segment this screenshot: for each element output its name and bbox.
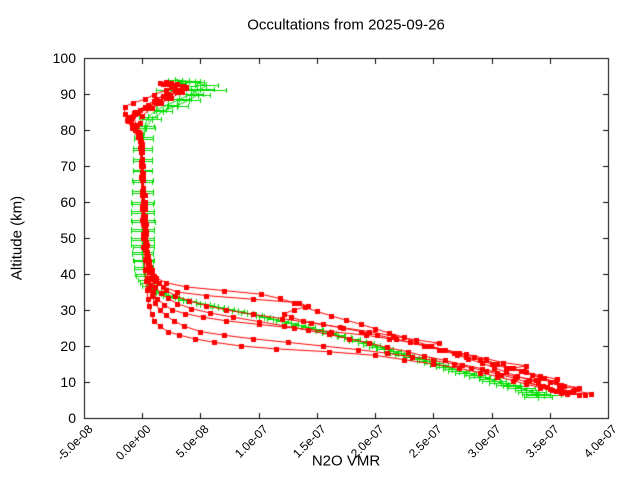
y-tick-label: 30 (60, 302, 76, 318)
y-tick-label: 10 (60, 374, 76, 390)
y-tick-label: 90 (60, 86, 76, 102)
y-tick-label: 100 (52, 50, 76, 66)
chart-title: Occultations from 2025-09-26 (247, 16, 445, 34)
y-tick-label: 70 (60, 158, 76, 174)
y-tick-label: 80 (60, 122, 76, 138)
y-tick-label: 0 (68, 410, 76, 426)
y-tick-label: 40 (60, 266, 76, 282)
x-axis-label: N2O VMR (311, 452, 381, 470)
y-tick-label: 20 (60, 338, 76, 354)
y-tick-label: 50 (60, 230, 76, 246)
y-axis-label: Altitude (km) (8, 195, 26, 281)
y-tick-label: 60 (60, 194, 76, 210)
